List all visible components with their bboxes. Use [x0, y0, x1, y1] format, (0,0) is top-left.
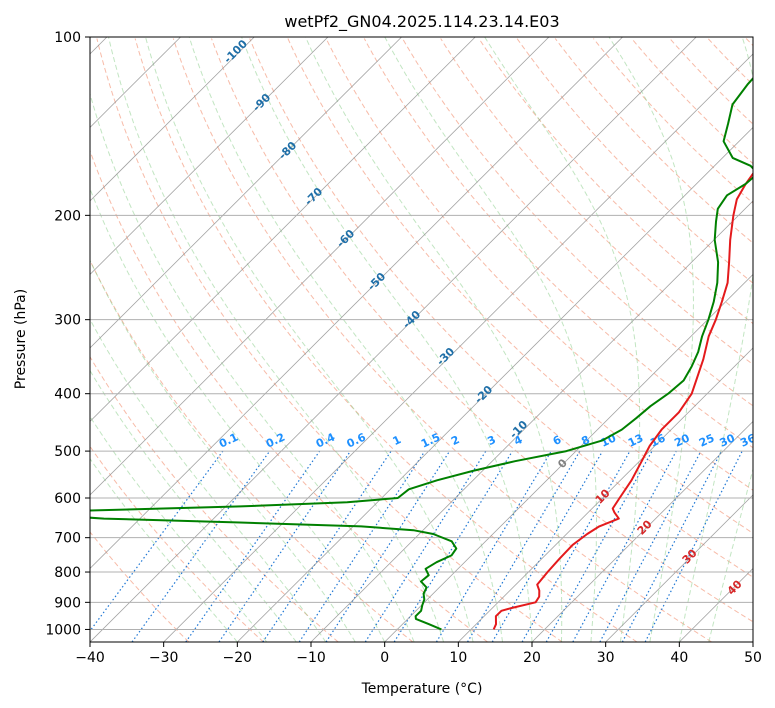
mixing-ratio-label: 13 [626, 431, 645, 449]
isotherm-line [90, 37, 402, 349]
y-tick-label: 700 [54, 531, 81, 547]
plot-frame [89, 36, 754, 643]
dewpoint-profile [90, 76, 753, 631]
isotherm-line [90, 37, 329, 275]
moist-adiabat-line [90, 318, 327, 642]
mixing-ratio-label: 30 [718, 431, 738, 449]
y-tick-label: 300 [54, 313, 81, 329]
moist-adiabat-line [90, 187, 386, 642]
moist-adiabat-line [484, 37, 641, 642]
isotherm-line [90, 37, 476, 423]
isotherm-line [752, 641, 753, 642]
dry-adiabat-line [593, 38, 753, 204]
dry-adiabat-line [478, 38, 753, 325]
moist-adiabat-line [384, 37, 597, 642]
mixing-ratio-label: 25 [697, 431, 716, 449]
moist-adiabat-line [608, 37, 695, 642]
y-axis: 100 200 300 400 500 600 700 800 900 1000 [45, 30, 90, 638]
mixing-ratio-line [131, 450, 271, 642]
isotherm-line [237, 126, 753, 642]
mixing-ratio-line [491, 450, 604, 642]
x-tick-label: 0 [380, 650, 389, 666]
x-tick-label: −40 [75, 650, 105, 666]
mixing-ratio-line [364, 450, 487, 642]
mixing-ratio-line [599, 450, 702, 642]
dry-adiabat-line [96, 38, 563, 642]
mixing-ratio-line [218, 450, 351, 642]
isotherms [90, 37, 753, 642]
isotherm-line [90, 37, 255, 202]
x-tick-label: 40 [670, 650, 688, 666]
dry-adiabat-line [287, 38, 753, 534]
mixing-ratio-label: 36 [738, 431, 758, 449]
isotherm-line [163, 53, 753, 642]
isotherm-line [531, 420, 753, 642]
moist-adiabat-line [708, 467, 753, 642]
y-tick-label: 400 [54, 387, 81, 403]
chart-title: wetPf2_GN04.2025.114.23.14.E03 [284, 12, 559, 32]
y-tick-label: 1000 [45, 622, 81, 638]
x-tick-label: −30 [149, 650, 179, 666]
y-tick-label: 200 [54, 208, 81, 224]
mixing-ratio-line [572, 450, 677, 642]
mixing-ratio-label: 20 [672, 431, 692, 449]
mixing-ratio-line [521, 450, 631, 642]
y-tick-label: 100 [54, 30, 81, 46]
x-tick-label: 30 [597, 650, 615, 666]
dry-adiabat-line [90, 259, 414, 642]
moist-adiabat-line [188, 37, 503, 642]
y-tick-label: 900 [54, 595, 81, 611]
y-tick-label: 800 [54, 565, 81, 581]
moist-adiabat-line [90, 259, 356, 642]
x-tick-label: 10 [449, 650, 467, 666]
x-axis-title: Temperature (°C) [361, 681, 483, 697]
dry-adiabat-line [172, 38, 712, 642]
dry-adiabat-line [134, 38, 638, 642]
dry-adiabat-line [90, 355, 339, 642]
x-tick-label: 50 [744, 650, 762, 666]
dry-adiabat-line [440, 38, 753, 366]
moist-adiabat-line [241, 37, 533, 642]
mixing-ratio-line [185, 450, 321, 642]
x-tick-label: 20 [523, 650, 541, 666]
moist-adiabat-line [305, 37, 563, 642]
moist-adiabat-line [90, 457, 238, 642]
mixing-ratio-label: 10 [599, 431, 619, 449]
mixing-ratio-line [466, 450, 581, 642]
mixing-ratio-label: 16 [648, 431, 668, 449]
plot-background [90, 37, 753, 642]
y-tick-label: 500 [54, 444, 81, 460]
dry-adiabats [90, 38, 753, 642]
dry-adiabat-line [90, 149, 488, 642]
mixing-ratio-line [435, 450, 552, 642]
isotherm-line [310, 200, 753, 642]
x-axis: −40 −30 −20 −10 0 10 20 30 40 50 [75, 642, 762, 666]
isotherm-line [458, 347, 753, 642]
x-tick-label: −10 [296, 650, 326, 666]
moist-adiabat-line [678, 37, 753, 642]
dry-adiabat-line [516, 38, 753, 284]
y-axis-title: Pressure (hPa) [13, 289, 29, 389]
moist-adiabat-line [108, 37, 445, 642]
dry-adiabat-line [402, 38, 753, 407]
sounding-profiles [90, 76, 753, 631]
mixing-ratio-line [393, 450, 513, 642]
temperature-profile [492, 172, 753, 630]
y-tick-label: 600 [54, 491, 81, 507]
isotherm-line [384, 273, 753, 642]
isobars [90, 37, 753, 630]
moist-adiabat-line [90, 415, 268, 642]
isotherm-line [90, 37, 623, 570]
dry-adiabat-line [325, 38, 753, 491]
dry-adiabat-line [363, 38, 753, 449]
x-tick-label: −20 [223, 650, 253, 666]
isotherm-line [605, 494, 753, 642]
isotherm-line [90, 37, 550, 496]
isotherm-line [90, 37, 697, 642]
dry-adiabat-line [211, 38, 753, 623]
